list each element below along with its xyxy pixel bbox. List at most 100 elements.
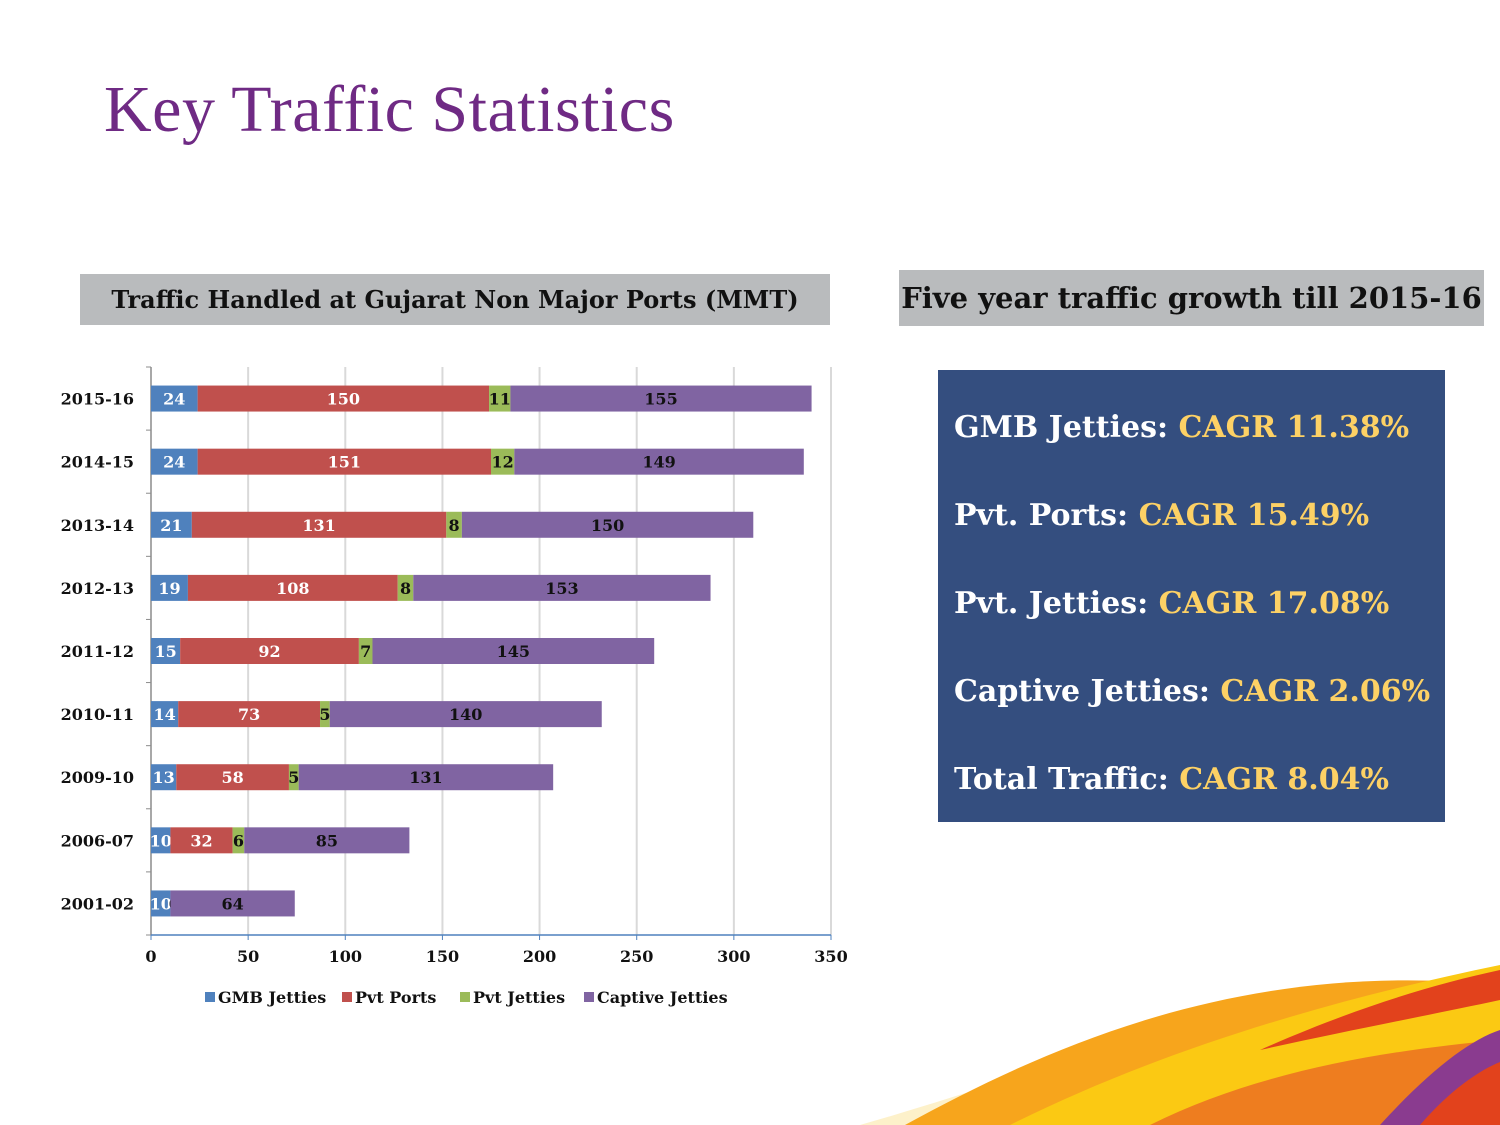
growth-item: Pvt. Ports: CAGR 15.49% <box>954 498 1445 586</box>
category-label: 2009-10 <box>61 768 134 787</box>
bar-segment <box>446 511 462 538</box>
legend-label: Pvt Jetties <box>473 988 565 1007</box>
growth-item-value: CAGR 11.38% <box>1178 410 1410 445</box>
data-label: 13 <box>152 768 174 787</box>
data-label: 7 <box>360 642 371 661</box>
data-label: 140 <box>449 705 482 724</box>
data-label: 73 <box>238 705 260 724</box>
growth-item-label: GMB Jetties: <box>954 410 1179 445</box>
data-label: 150 <box>591 516 624 535</box>
growth-item-label: Total Traffic: <box>954 762 1180 797</box>
x-tick-label: 350 <box>814 947 847 966</box>
bar-segment <box>510 385 812 412</box>
data-label: 8 <box>400 579 411 598</box>
growth-item-label: Captive Jetties: <box>954 674 1221 709</box>
category-label: 2015-16 <box>61 390 134 409</box>
x-tick-label: 300 <box>717 947 750 966</box>
data-label: 108 <box>276 579 309 598</box>
bar-segment <box>489 385 511 412</box>
category-label: 2011-12 <box>61 642 134 661</box>
data-label: 131 <box>302 516 335 535</box>
bar-segment <box>358 638 373 664</box>
bar-segment <box>151 511 192 538</box>
x-tick-label: 250 <box>620 947 653 966</box>
data-label: 15 <box>154 642 176 661</box>
growth-item-value: CAGR 17.08% <box>1158 586 1390 621</box>
bar-segment <box>178 701 321 728</box>
data-label: 5 <box>288 768 299 787</box>
page-title: Key Traffic Statistics <box>104 73 675 146</box>
growth-item-value: CAGR 15.49% <box>1138 498 1370 533</box>
bar-segment <box>151 638 181 664</box>
bar-segment <box>298 764 554 791</box>
legend-swatch <box>584 992 594 1002</box>
bar-segment <box>151 574 188 601</box>
data-label: 12 <box>492 453 514 472</box>
data-label: 24 <box>163 390 185 409</box>
x-tick-label: 150 <box>426 947 459 966</box>
data-label: 14 <box>153 705 175 724</box>
legend-label: Pvt Ports <box>355 988 436 1007</box>
data-label: 6 <box>233 831 244 850</box>
legend-swatch <box>460 992 470 1002</box>
bar-segment <box>232 827 245 854</box>
bar-segment <box>187 574 398 601</box>
bar-segment <box>288 764 299 791</box>
bar-segment <box>320 701 330 728</box>
category-label: 2012-13 <box>61 579 134 598</box>
legend-label: Captive Jetties <box>597 988 728 1007</box>
growth-item-label: Pvt. Jetties: <box>954 586 1159 621</box>
x-tick-label: 0 <box>145 947 156 966</box>
data-label: 151 <box>328 453 361 472</box>
data-label: 131 <box>409 768 442 787</box>
category-label: 2006-07 <box>61 831 134 850</box>
category-label: 2013-14 <box>61 516 134 535</box>
bar-segment <box>244 827 410 854</box>
bar-segment <box>180 638 359 664</box>
bar-segment <box>514 448 804 475</box>
data-label: 85 <box>316 831 338 850</box>
data-label: 21 <box>160 516 182 535</box>
category-label: 2010-11 <box>61 705 134 724</box>
growth-item-value: CAGR 8.04% <box>1179 762 1389 797</box>
x-tick-label: 100 <box>329 947 362 966</box>
bar-segment <box>329 701 602 728</box>
bar-segment <box>151 827 171 854</box>
data-label: 19 <box>158 579 180 598</box>
legend-swatch <box>205 992 215 1002</box>
data-label: 92 <box>258 642 280 661</box>
bar-segment <box>151 701 179 728</box>
bar-segment <box>151 890 171 917</box>
bar-segment <box>151 385 198 412</box>
bar-segment <box>491 448 515 475</box>
data-label: 5 <box>319 705 330 724</box>
growth-item-label: Pvt. Ports: <box>954 498 1139 533</box>
bar-segment <box>197 385 490 412</box>
x-tick-label: 200 <box>523 947 556 966</box>
data-label: 32 <box>190 831 212 850</box>
data-label: 149 <box>642 453 675 472</box>
bar-segment <box>151 764 177 791</box>
growth-item-value: CAGR 2.06% <box>1220 674 1431 709</box>
bar-segment <box>397 574 414 601</box>
growth-item: Captive Jetties: CAGR 2.06% <box>954 674 1445 762</box>
bar-segment <box>170 827 233 854</box>
data-label: 145 <box>497 642 530 661</box>
data-label: 155 <box>644 390 677 409</box>
bar-segment <box>170 890 295 917</box>
growth-item: Total Traffic: CAGR 8.04% <box>954 762 1445 850</box>
bar-segment <box>176 764 289 791</box>
legend-label: GMB Jetties <box>218 988 326 1007</box>
data-label: 8 <box>449 516 460 535</box>
data-label: 10 <box>150 831 172 850</box>
bar-segment <box>461 511 754 538</box>
data-label: 153 <box>545 579 578 598</box>
bar-segment <box>372 638 655 664</box>
bar-segment <box>191 511 447 538</box>
x-tick-label: 50 <box>237 947 259 966</box>
growth-item: GMB Jetties: CAGR 11.38% <box>954 410 1445 498</box>
category-label: 2001-02 <box>61 894 134 913</box>
bar-segment <box>197 448 491 475</box>
